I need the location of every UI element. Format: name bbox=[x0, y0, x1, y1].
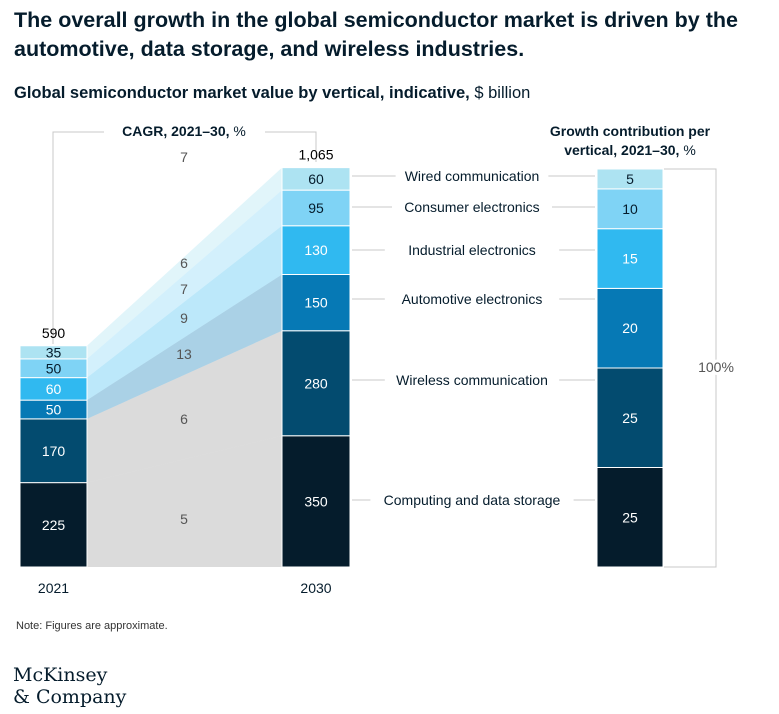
contribution-label-wired: 5 bbox=[626, 171, 634, 187]
cagr-label-automotive: 13 bbox=[176, 346, 192, 362]
chart-subtitle: Global semiconductor market value by ver… bbox=[14, 84, 530, 103]
bar-label-2021-industrial: 60 bbox=[46, 381, 62, 397]
contribution-title-line-1: Growth contribution per bbox=[550, 123, 711, 139]
bar-2030-consumer bbox=[281, 189, 351, 227]
bar-label-2021-wired: 35 bbox=[46, 344, 62, 360]
bar-2030-industrial bbox=[281, 225, 351, 275]
cagr-label-wireless: 6 bbox=[180, 411, 188, 427]
contribution-bar-wireless bbox=[596, 367, 664, 468]
contribution-label-wireless: 25 bbox=[622, 410, 638, 426]
cagr-label-wired: 6 bbox=[180, 255, 188, 271]
contribution-label-computing: 25 bbox=[622, 509, 638, 525]
contribution-label-industrial: 15 bbox=[622, 251, 638, 267]
bar-label-2021-wireless: 170 bbox=[42, 443, 66, 459]
bar-label-2021-computing: 225 bbox=[42, 517, 66, 533]
bar-label-2030-computing: 350 bbox=[304, 493, 328, 509]
ribbon-automotive bbox=[87, 274, 282, 419]
contribution-title-bold: vertical, 2021–30, bbox=[564, 142, 683, 158]
series-label-wired: Wired communication bbox=[405, 168, 540, 184]
cagr-bracket-right bbox=[265, 131, 317, 162]
bar-2021-wireless bbox=[19, 418, 88, 484]
total-label-2030: 1,065 bbox=[298, 147, 333, 163]
cagr-header: CAGR, 2021–30, % bbox=[122, 123, 246, 139]
series-label-consumer: Consumer electronics bbox=[404, 199, 539, 215]
mckinsey-logo: McKinsey & Company bbox=[13, 664, 126, 708]
ribbon-computing bbox=[87, 435, 282, 567]
cagr-label-total: 7 bbox=[180, 149, 188, 165]
bar-label-2021-automotive: 50 bbox=[46, 402, 62, 418]
contribution-total-label: 100% bbox=[698, 359, 734, 375]
series-label-automotive: Automotive electronics bbox=[402, 291, 543, 307]
category-label-2030: 2030 bbox=[300, 580, 331, 596]
ribbon-consumer bbox=[87, 190, 282, 378]
bar-label-2021-consumer: 50 bbox=[46, 360, 62, 376]
headline: The overall growth in the global semicon… bbox=[14, 8, 738, 61]
subtitle-bold: Global semiconductor market value by ver… bbox=[14, 84, 470, 102]
ribbon-wireless bbox=[87, 330, 282, 483]
cagr-label-consumer: 7 bbox=[180, 281, 188, 297]
total-label-2021: 590 bbox=[42, 325, 66, 341]
logo-line-1: McKinsey bbox=[13, 664, 108, 686]
logo-line-2: & Company bbox=[13, 686, 127, 708]
cagr-label-industrial: 9 bbox=[180, 310, 188, 326]
cagr-header-bold: CAGR, 2021–30, bbox=[122, 123, 233, 139]
ribbon-wired bbox=[87, 167, 282, 359]
series-label-wireless: Wireless communication bbox=[396, 372, 548, 388]
bar-label-2030-industrial: 130 bbox=[304, 242, 328, 258]
series-label-computing: Computing and data storage bbox=[384, 492, 561, 508]
ribbon-industrial bbox=[87, 225, 282, 401]
cagr-bracket-left bbox=[52, 131, 104, 344]
contribution-bar-wired bbox=[596, 168, 664, 190]
contribution-label-automotive: 20 bbox=[622, 320, 638, 336]
contribution-bar-automotive bbox=[596, 287, 664, 369]
contribution-label-consumer: 10 bbox=[622, 201, 638, 217]
bar-label-2030-wireless: 280 bbox=[304, 375, 328, 391]
bar-2030-automotive bbox=[281, 274, 351, 332]
footnote: Note: Figures are approximate. bbox=[16, 620, 168, 632]
category-label-2021: 2021 bbox=[38, 580, 69, 596]
bar-label-2030-wired: 60 bbox=[308, 171, 324, 187]
series-label-industrial: Industrial electronics bbox=[408, 242, 536, 258]
bar-2030-wired bbox=[281, 167, 351, 191]
subtitle-unit: $ billion bbox=[474, 84, 531, 102]
bar-label-2030-automotive: 150 bbox=[304, 295, 328, 311]
bar-2021-computing bbox=[19, 482, 88, 568]
cagr-label-computing: 5 bbox=[180, 511, 188, 527]
contribution-bar-computing bbox=[596, 467, 664, 568]
contribution-title-line-2: vertical, 2021–30, % bbox=[564, 142, 696, 158]
contribution-title-unit: % bbox=[683, 142, 695, 158]
bar-2021-wired bbox=[19, 345, 88, 360]
cagr-header-unit: % bbox=[233, 123, 245, 139]
contribution-bar-industrial bbox=[596, 228, 664, 289]
bar-2030-computing bbox=[281, 435, 351, 568]
contribution-bracket bbox=[664, 168, 717, 568]
bar-label-2030-consumer: 95 bbox=[308, 200, 324, 216]
